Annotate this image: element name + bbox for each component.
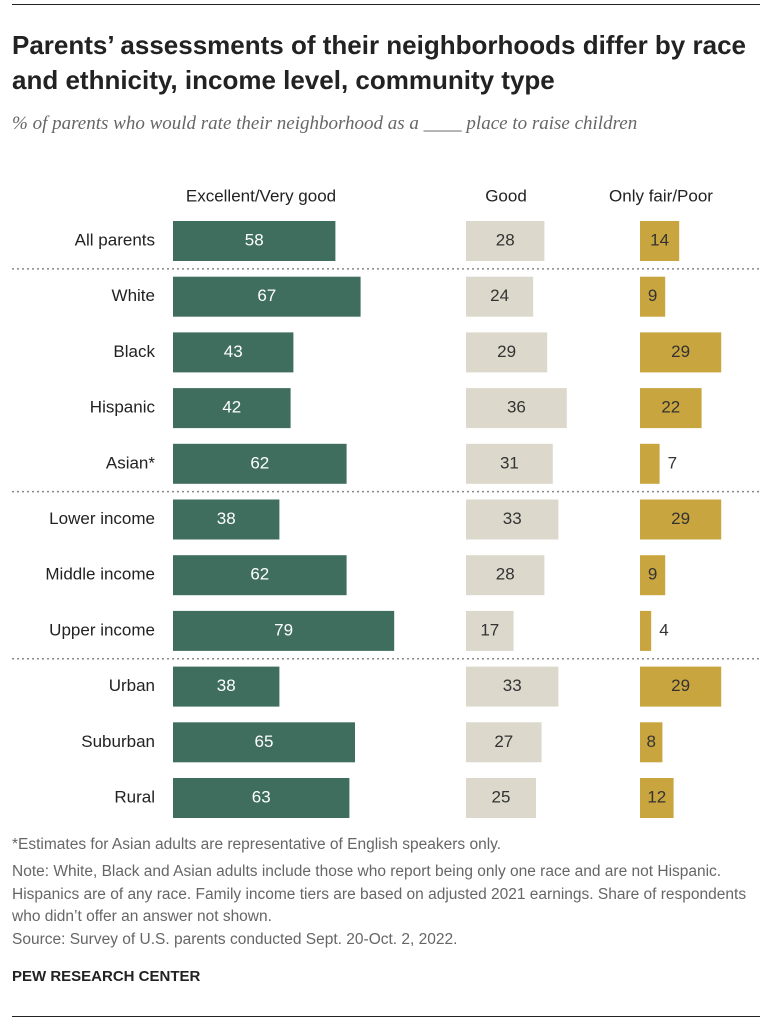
bar [640,722,663,763]
bar [173,499,280,540]
bar [640,221,680,261]
value-label: 4 [659,620,668,639]
value-label: 42 [222,398,241,417]
value-label: 12 [647,787,666,806]
value-label: 31 [500,453,519,472]
category-label: Hispanic [90,398,156,417]
legend-label: Only fair/Poor [609,186,713,205]
value-label: 17 [480,620,499,639]
value-label: 24 [490,286,509,305]
value-label: 29 [671,676,690,695]
bar [466,666,559,707]
bar [173,332,294,373]
value-label: 63 [252,787,271,806]
credit: PEW RESEARCH CENTER [12,968,201,985]
value-label: 33 [503,509,522,528]
bottom-rule [12,1016,760,1017]
bar [466,722,542,763]
value-label: 67 [257,286,276,305]
value-label: 9 [648,565,657,584]
category-label: Upper income [49,620,155,639]
category-label: All parents [75,230,155,249]
value-label: 29 [671,342,690,361]
value-label: 58 [245,230,264,249]
bar [466,276,534,317]
bar [173,555,347,596]
bar [173,276,361,317]
value-label: 9 [648,286,657,305]
bar [173,778,350,818]
category-label: Lower income [49,509,155,528]
category-label: White [112,286,155,305]
chart-title: Parents’ assessments of their neighborho… [12,30,746,95]
bar [466,499,559,540]
bar [173,443,347,484]
value-label: 29 [671,509,690,528]
bar [640,499,722,540]
bar [640,332,722,373]
bar [466,778,536,818]
bar [466,221,545,261]
value-label: 22 [661,398,680,417]
value-label: 7 [668,453,677,472]
value-label: 62 [250,453,269,472]
value-label: 27 [494,732,513,751]
legend-label: Good [485,186,527,205]
value-label: 38 [217,509,236,528]
bar [173,610,395,651]
value-label: 38 [217,676,236,695]
bar [640,555,666,596]
category-label: Middle income [45,565,155,584]
category-label: Rural [114,787,155,806]
bar [173,388,291,429]
value-label: 25 [492,787,511,806]
bar [466,443,553,484]
footnote: *Estimates for Asian adults are represen… [12,836,502,853]
value-label: 36 [507,398,526,417]
value-label: 43 [224,342,243,361]
value-label: 62 [250,565,269,584]
value-label: 33 [503,676,522,695]
bar [640,388,702,429]
bar [640,443,660,484]
bar [466,610,514,651]
value-label: 29 [497,342,516,361]
bar [466,388,567,429]
chart: Excellent/Very good Good Only fair/Poor All… [12,186,760,818]
category-label: Black [113,342,155,361]
bar [640,610,652,651]
source: Source: Survey of U.S. parents conducted… [12,931,458,948]
bar [466,555,545,596]
legend-label: Excellent/Very good [186,186,336,205]
bar [640,666,722,707]
bar [466,332,548,373]
bar [640,276,666,317]
category-label: Asian* [106,453,156,472]
value-label: 65 [255,732,274,751]
note: Note: White, Black and Asian adults incl… [12,863,747,925]
value-label: 79 [274,620,293,639]
top-rule [12,4,760,5]
value-label: 14 [650,230,669,249]
value-label: 28 [496,230,515,249]
bar [173,722,355,763]
category-label: Urban [109,676,155,695]
chart-subtitle: % of parents who would rate their neighb… [12,113,638,134]
category-label: Suburban [81,732,155,751]
bar [173,666,280,707]
value-label: 8 [646,732,655,751]
bar [173,221,336,261]
bar [640,778,674,818]
value-label: 28 [496,565,515,584]
